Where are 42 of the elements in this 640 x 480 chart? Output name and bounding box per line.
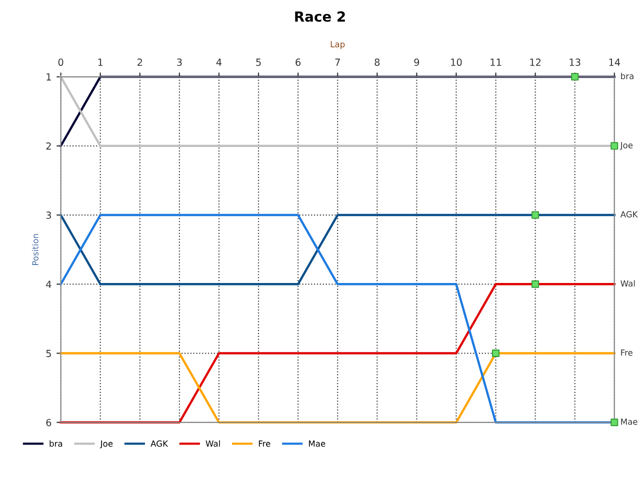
point <box>492 350 500 358</box>
x-tick-label: 0 <box>58 58 64 66</box>
legend-label: Mae <box>309 440 326 447</box>
x-tick-label: 14 <box>609 58 620 66</box>
point <box>532 280 540 288</box>
legend-label: Joe <box>100 440 113 448</box>
x-tick-label: 5 <box>256 58 261 66</box>
y-axis-title: Position <box>32 234 38 265</box>
y-tick-label: 3 <box>46 212 51 219</box>
legend-label: Wal <box>206 440 220 447</box>
legend-label: AGK <box>150 440 168 447</box>
x-tick-label: 7 <box>335 58 340 66</box>
text: Mae <box>621 418 638 425</box>
chart-title: Race 2 <box>295 11 345 22</box>
x-tick-label: 1 <box>98 58 103 66</box>
x-tick-label: 3 <box>177 58 182 66</box>
x-tick-label: 12 <box>530 58 541 66</box>
y-tick-label: 5 <box>46 350 51 358</box>
y-tick-label: 6 <box>46 418 52 426</box>
text: Wal <box>620 280 635 287</box>
x-tick-label: 13 <box>570 58 580 66</box>
text: Joe <box>620 142 633 150</box>
x-tick-label: 2 <box>138 58 142 66</box>
x-tick-label: 4 <box>216 58 222 66</box>
x-tick-label: 8 <box>374 58 380 66</box>
point <box>610 418 618 426</box>
text: AGK <box>620 211 638 218</box>
text: Fre <box>621 350 632 356</box>
point <box>532 211 540 219</box>
legend-label: bra <box>50 440 62 447</box>
x-tick-label: 6 <box>296 58 301 66</box>
point <box>610 142 618 150</box>
y-tick-label: 4 <box>46 280 52 288</box>
x-tick-label: 10 <box>451 58 462 66</box>
legend-label: Fre <box>258 440 270 447</box>
y-tick-label: 1 <box>46 73 51 80</box>
text: bra <box>621 72 634 80</box>
x-tick-label: 11 <box>490 58 502 66</box>
y-tick-label: 2 <box>46 142 51 150</box>
point <box>571 73 579 81</box>
x-tick-label: 9 <box>414 58 420 66</box>
x-axis-title: Lap <box>330 41 345 49</box>
